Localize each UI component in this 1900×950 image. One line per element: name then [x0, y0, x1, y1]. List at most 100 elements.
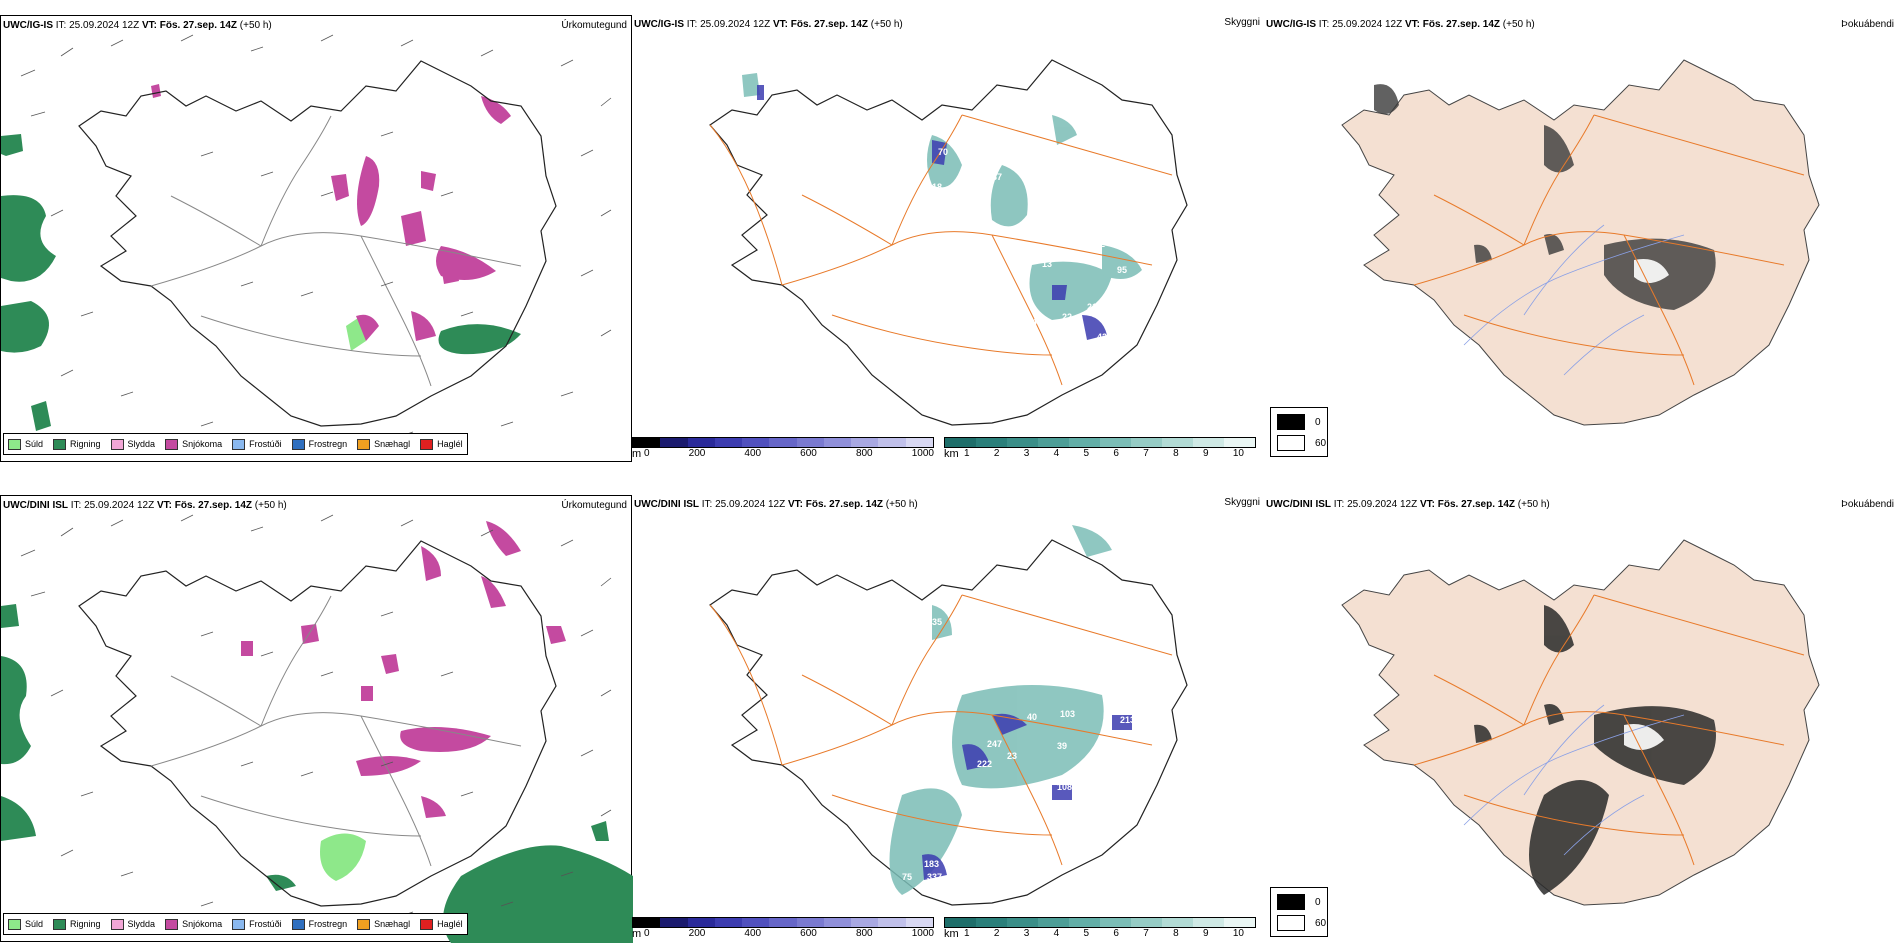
it-label: IT:	[686, 19, 698, 30]
fog-legend-max: 60	[1315, 917, 1327, 929]
roads	[1413, 114, 1805, 386]
vis-label: 247	[987, 739, 1002, 749]
fog-map-ig-is	[1341, 59, 1820, 426]
it-label: IT:	[55, 20, 67, 31]
precip-legend: Súld Rigning Slydda Snjókoma Frostúði Fr…	[3, 433, 468, 455]
legend-item-snjokoma: Snjókoma	[165, 438, 222, 450]
fog-light-areas	[1634, 259, 1669, 284]
ceiling-colorbar	[632, 437, 934, 448]
vis-label: 70	[938, 147, 948, 157]
vis-label: 13	[1042, 259, 1052, 269]
roads	[150, 595, 522, 867]
roads	[1413, 594, 1805, 866]
precip-map-dini-isl	[1, 514, 633, 943]
vis-label: 103	[1060, 709, 1075, 719]
rain-areas	[1, 604, 633, 943]
legend-item-haglel: Haglél	[420, 918, 463, 930]
visibility-panel-ig-is: 70 18 337 145 2 95 13 404 22 21 42 UWC/I…	[632, 15, 1264, 462]
it-value: 25.09.2024 12Z	[1332, 19, 1403, 30]
vt-value: Fös. 27.sep. 14Z	[1437, 499, 1516, 510]
legend-item-rigning: Rigning	[53, 918, 101, 930]
model-name: UWC/IG-IS	[3, 20, 53, 31]
visibility-value-labels: 35 55 40 103 213 247 39 222 23 108 183 7…	[902, 615, 1135, 882]
iceland-outline	[709, 59, 1188, 426]
it-label: IT:	[701, 499, 713, 510]
panel-title-precip: Úrkomutegund	[561, 20, 627, 31]
vis-label: 23	[1007, 751, 1017, 761]
legend-item-sudd: Súld	[8, 918, 43, 930]
it-label: IT:	[1333, 499, 1345, 510]
visibility-map-ig-is: 70 18 337 145 2 95 13 404 22 21 42	[709, 59, 1188, 426]
distance-ticks: 1 2 3 4 5 6 7 8 9 10	[964, 448, 1244, 459]
lead-time: (+50 h)	[870, 19, 903, 30]
vt-label: VT:	[156, 500, 172, 511]
fog-legend-max: 60	[1315, 437, 1327, 449]
lead-time: (+50 h)	[885, 499, 918, 510]
panel-header: UWC/IG-IS IT: 25.09.2024 12Z VT: Fös. 27…	[3, 20, 272, 31]
vis-label: 337	[987, 172, 1002, 182]
precip-panel-ig-is: UWC/IG-IS IT: 25.09.2024 12Z VT: Fös. 27…	[0, 15, 632, 462]
visibility-map-dini-isl: 35 55 40 103 213 247 39 222 23 108 183 7…	[709, 525, 1188, 906]
panel-header: UWC/IG-IS IT: 25.09.2024 12Z VT: Fös. 27…	[1266, 19, 1535, 30]
legend-item-frostudi: Frostúði	[232, 918, 282, 930]
model-name: UWC/DINI ISL	[1266, 499, 1331, 510]
ceiling-ticks: 0 200 400 600 800 1000	[644, 448, 934, 459]
legend-item-snjokoma: Snjókoma	[165, 918, 222, 930]
model-name: UWC/DINI ISL	[3, 500, 68, 511]
model-name: UWC/DINI ISL	[634, 499, 699, 510]
lead-time: (+50 h)	[1502, 19, 1535, 30]
vis-label: 2	[1100, 239, 1105, 249]
vis-label: 18	[932, 182, 942, 192]
panel-title-visibility: Skyggni	[1224, 497, 1260, 508]
panel-header: UWC/DINI ISL IT: 25.09.2024 12Z VT: Fös.…	[1266, 499, 1550, 510]
vt-value: Fös. 27.sep. 14Z	[1422, 19, 1501, 30]
vt-value: Fös. 27.sep. 14Z	[805, 499, 884, 510]
roads	[150, 115, 522, 387]
legend-item-haglel: Haglél	[420, 438, 463, 450]
vis-label: 39	[1057, 741, 1067, 751]
low-visibility-areas	[889, 525, 1112, 895]
fog-legend: 0 60	[1270, 887, 1328, 937]
panel-title-fog: Þokuábendi	[1841, 19, 1894, 30]
model-name: UWC/IG-IS	[634, 19, 684, 30]
panel-title-visibility: Skyggni	[1224, 17, 1260, 28]
vt-value: Fös. 27.sep. 14Z	[790, 19, 869, 30]
ceiling-ticks: 0 200 400 600 800 1000	[644, 928, 934, 939]
vis-label: 213	[1120, 715, 1135, 725]
snow-areas	[241, 521, 566, 818]
ceiling-colorbar	[632, 917, 934, 928]
visibility-panel-dini-isl: 35 55 40 103 213 247 39 222 23 108 183 7…	[632, 495, 1264, 942]
it-value: 25.09.2024 12Z	[1347, 499, 1418, 510]
roads	[709, 114, 1173, 386]
vt-label: VT:	[141, 20, 157, 31]
panel-title-fog: Þokuábendi	[1841, 499, 1894, 510]
lead-time: (+50 h)	[254, 500, 287, 511]
vis-label: 21	[1087, 302, 1097, 312]
vis-label: 22	[1062, 312, 1072, 322]
lead-time: (+50 h)	[1517, 499, 1550, 510]
it-value: 25.09.2024 12Z	[715, 499, 786, 510]
distance-unit: km	[944, 928, 959, 940]
legend-item-rigning: Rigning	[53, 438, 101, 450]
vt-value: Fös. 27.sep. 14Z	[159, 20, 238, 31]
vis-label: 55	[962, 615, 972, 625]
legend-item-snaehagl: Snæhagl	[357, 438, 410, 450]
precip-legend: Súld Rigning Slydda Snjókoma Frostúði Fr…	[3, 913, 468, 935]
vis-label: 108	[1057, 782, 1072, 792]
panel-title-precip: Úrkomutegund	[561, 500, 627, 511]
it-label: IT:	[70, 500, 82, 511]
vis-label: 145	[1047, 215, 1062, 225]
iceland-outline	[1341, 539, 1820, 906]
wind-barbs	[20, 34, 612, 442]
it-label: IT:	[1318, 19, 1330, 30]
vis-label: 404	[1032, 317, 1047, 327]
low-visibility-areas	[742, 73, 1142, 320]
drizzle-area	[320, 833, 366, 881]
visibility-value-labels: 70 18 337 145 2 95 13 404 22 21 42	[932, 147, 1127, 342]
iceland-outline	[78, 540, 557, 907]
vis-label: 95	[1117, 265, 1127, 275]
vt-label: VT:	[1404, 19, 1420, 30]
fog-legend: 0 60	[1270, 407, 1328, 457]
it-value: 25.09.2024 12Z	[69, 20, 140, 31]
ceiling-unit: m	[632, 448, 642, 460]
